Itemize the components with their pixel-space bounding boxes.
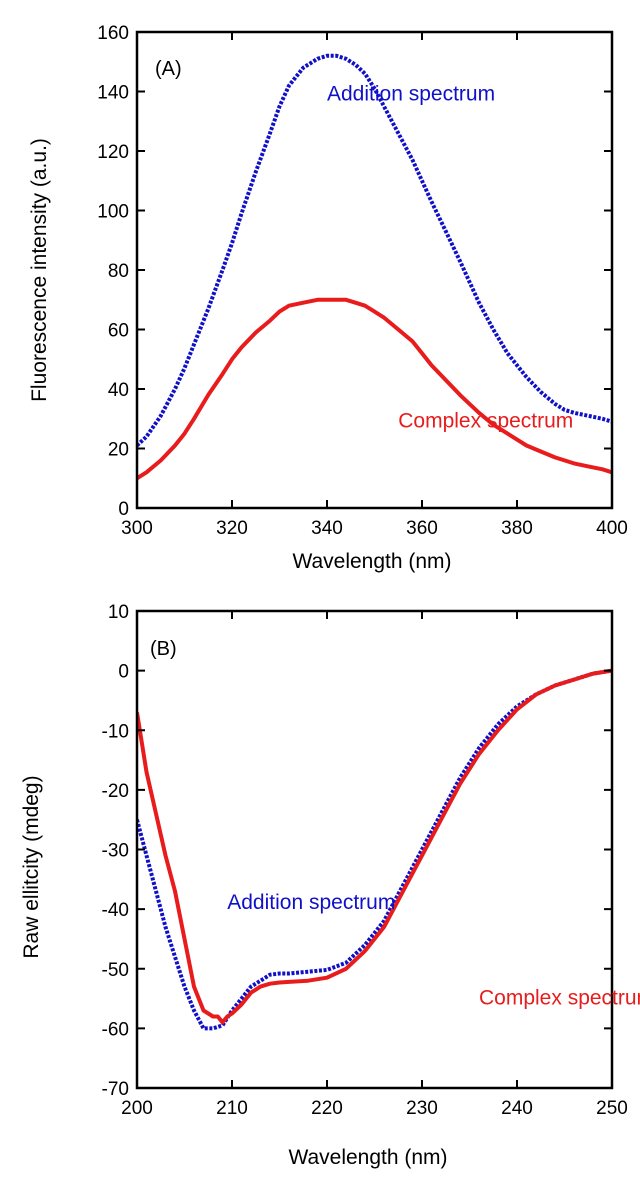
y-tick-label-a: 60 [108, 321, 129, 342]
y-tick-label-a: 20 [108, 440, 129, 461]
y-tick-label-b: -50 [102, 960, 129, 981]
x-tick-label-b: 220 [311, 1098, 343, 1119]
y-tick-label-a: 120 [97, 142, 129, 163]
series-line-complex-a [137, 297, 612, 480]
y-tick-label-b: -20 [102, 781, 129, 802]
series-line-complex-b [137, 668, 612, 1025]
panel-label-a: (A) [155, 58, 182, 80]
y-tick-label-a: 0 [118, 499, 129, 520]
y-tick-label-b: -70 [102, 1079, 129, 1100]
y-tick-label-b: 0 [118, 662, 129, 683]
y-tick-label-b: -10 [102, 721, 129, 742]
chart-panel-b: (B) Wavelength (nm) Raw ellitcity (mdeg)… [20, 602, 640, 1169]
y-axis-title-a: Fluorescence intensity (a.u.) [28, 138, 51, 402]
series-line-addition-a [137, 53, 612, 447]
annotation-complex-a: Complex spectrum [398, 410, 573, 433]
y-tick-label-b: -30 [102, 841, 129, 862]
x-tick-label-a: 380 [501, 518, 533, 539]
x-axis-title-b: Wavelength (nm) [288, 1146, 447, 1169]
y-tick-label-a: 140 [97, 83, 129, 104]
x-tick-label-b: 240 [501, 1098, 533, 1119]
x-tick-label-b: 200 [121, 1098, 153, 1119]
x-tick-label-b: 210 [216, 1098, 248, 1119]
y-tick-label-b: 10 [108, 602, 129, 623]
annotation-addition-b: Addition spectrum [227, 891, 395, 914]
x-axis-title-a: Wavelength (nm) [292, 550, 451, 573]
annotation-complex-b: Complex spectrum [479, 987, 640, 1010]
y-tick-label-a: 40 [108, 380, 129, 401]
x-tick-label-a: 340 [311, 518, 343, 539]
x-tick-label-a: 320 [216, 518, 248, 539]
x-tick-label-a: 300 [121, 518, 153, 539]
y-tick-label-b: -40 [102, 900, 129, 921]
annotation-addition-a: Addition spectrum [327, 82, 495, 105]
chart-panel-a: (A) Wavelength (nm) Fluorescence intensi… [28, 23, 628, 573]
y-tick-label-a: 80 [108, 261, 129, 282]
x-tick-label-a: 400 [596, 518, 628, 539]
y-tick-label-b: -60 [102, 1019, 129, 1040]
x-tick-label-b: 230 [406, 1098, 438, 1119]
x-tick-label-a: 360 [406, 518, 438, 539]
y-tick-label-a: 160 [97, 23, 129, 44]
x-tick-label-b: 250 [596, 1098, 628, 1119]
y-tick-label-a: 100 [97, 202, 129, 223]
plot-frame-b [135, 609, 614, 1090]
series-line-addition-b [137, 668, 612, 1031]
y-axis-title-b: Raw ellitcity (mdeg) [20, 775, 43, 958]
panel-label-b: (B) [150, 638, 177, 660]
